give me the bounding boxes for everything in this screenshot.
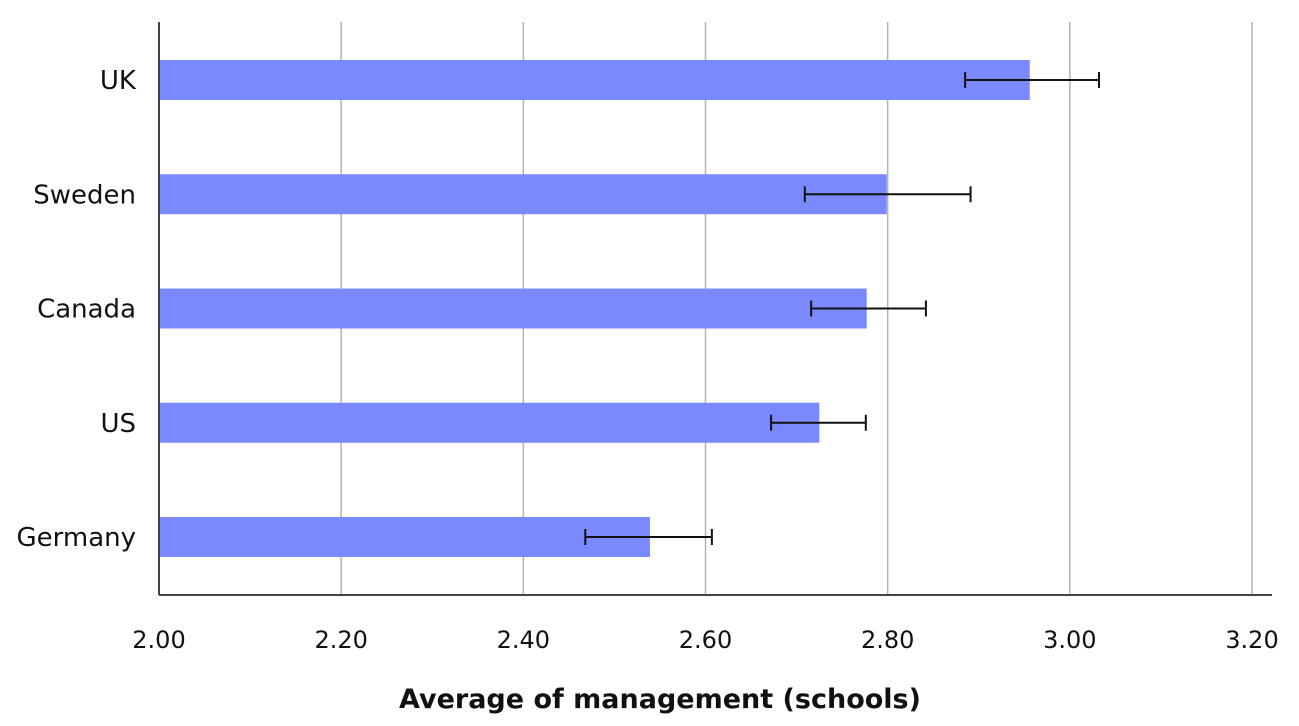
bar: [160, 402, 820, 443]
category-label: UK: [100, 66, 137, 96]
x-tick-label: 2.60: [679, 626, 732, 654]
x-tick-label: 2.00: [132, 626, 185, 654]
bar: [160, 60, 1030, 100]
category-label: Canada: [37, 295, 136, 325]
bars: [160, 60, 1030, 557]
category-label: Sweden: [33, 180, 136, 210]
axes: [158, 22, 1272, 596]
x-axis-title: Average of management (schools): [399, 684, 921, 715]
x-tick-labels: 2.00 2.20 2.40 2.60 2.80 3.00 3.20: [132, 626, 1278, 654]
x-tick-label: 2.80: [861, 626, 914, 654]
x-tick-label: 2.40: [497, 626, 550, 654]
x-tick-label: 3.20: [1225, 626, 1278, 654]
category-label: Germany: [16, 523, 136, 553]
bar: [160, 288, 867, 329]
x-tick-label: 3.00: [1043, 626, 1096, 654]
bar: [160, 174, 887, 215]
error-bars: [584, 72, 1100, 545]
x-tick-label: 2.20: [314, 626, 367, 654]
category-label: US: [100, 409, 136, 439]
category-labels: UK Sweden Canada US Germany: [16, 66, 136, 553]
bar: [160, 517, 650, 557]
